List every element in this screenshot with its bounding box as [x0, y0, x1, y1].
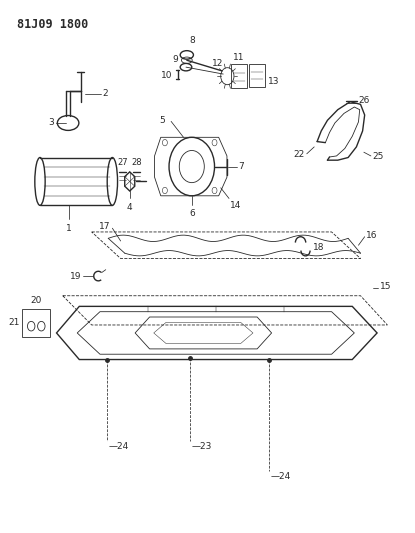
- Text: —23: —23: [192, 442, 212, 451]
- Text: 9: 9: [173, 55, 178, 64]
- Text: 81J09 1800: 81J09 1800: [17, 18, 88, 31]
- Text: 18: 18: [313, 244, 325, 253]
- Text: 21: 21: [9, 318, 20, 327]
- Text: 12: 12: [212, 59, 223, 68]
- Text: 3: 3: [49, 118, 54, 127]
- Bar: [249, 64, 265, 87]
- Text: 11: 11: [233, 53, 245, 62]
- Text: 2: 2: [103, 89, 108, 98]
- Text: 15: 15: [381, 282, 392, 291]
- Text: 27: 27: [117, 158, 128, 166]
- Bar: [232, 64, 247, 88]
- Text: 13: 13: [268, 77, 279, 86]
- Text: 22: 22: [293, 150, 305, 159]
- Text: 1: 1: [66, 224, 72, 233]
- Text: 16: 16: [366, 231, 377, 240]
- Text: 6: 6: [189, 209, 195, 218]
- Text: —24: —24: [270, 472, 290, 481]
- Text: 19: 19: [70, 272, 82, 280]
- Text: 8: 8: [189, 36, 195, 45]
- Text: —24: —24: [109, 442, 129, 451]
- Text: 25: 25: [372, 152, 383, 161]
- Text: 14: 14: [230, 201, 241, 210]
- Text: 4: 4: [127, 203, 132, 212]
- Text: 26: 26: [359, 96, 370, 105]
- Text: 10: 10: [161, 70, 172, 79]
- Text: 28: 28: [131, 158, 142, 166]
- Bar: [22, 309, 50, 337]
- Text: 7: 7: [239, 162, 244, 171]
- Text: 5: 5: [159, 116, 165, 125]
- Text: 20: 20: [31, 296, 42, 305]
- Text: 17: 17: [99, 222, 110, 231]
